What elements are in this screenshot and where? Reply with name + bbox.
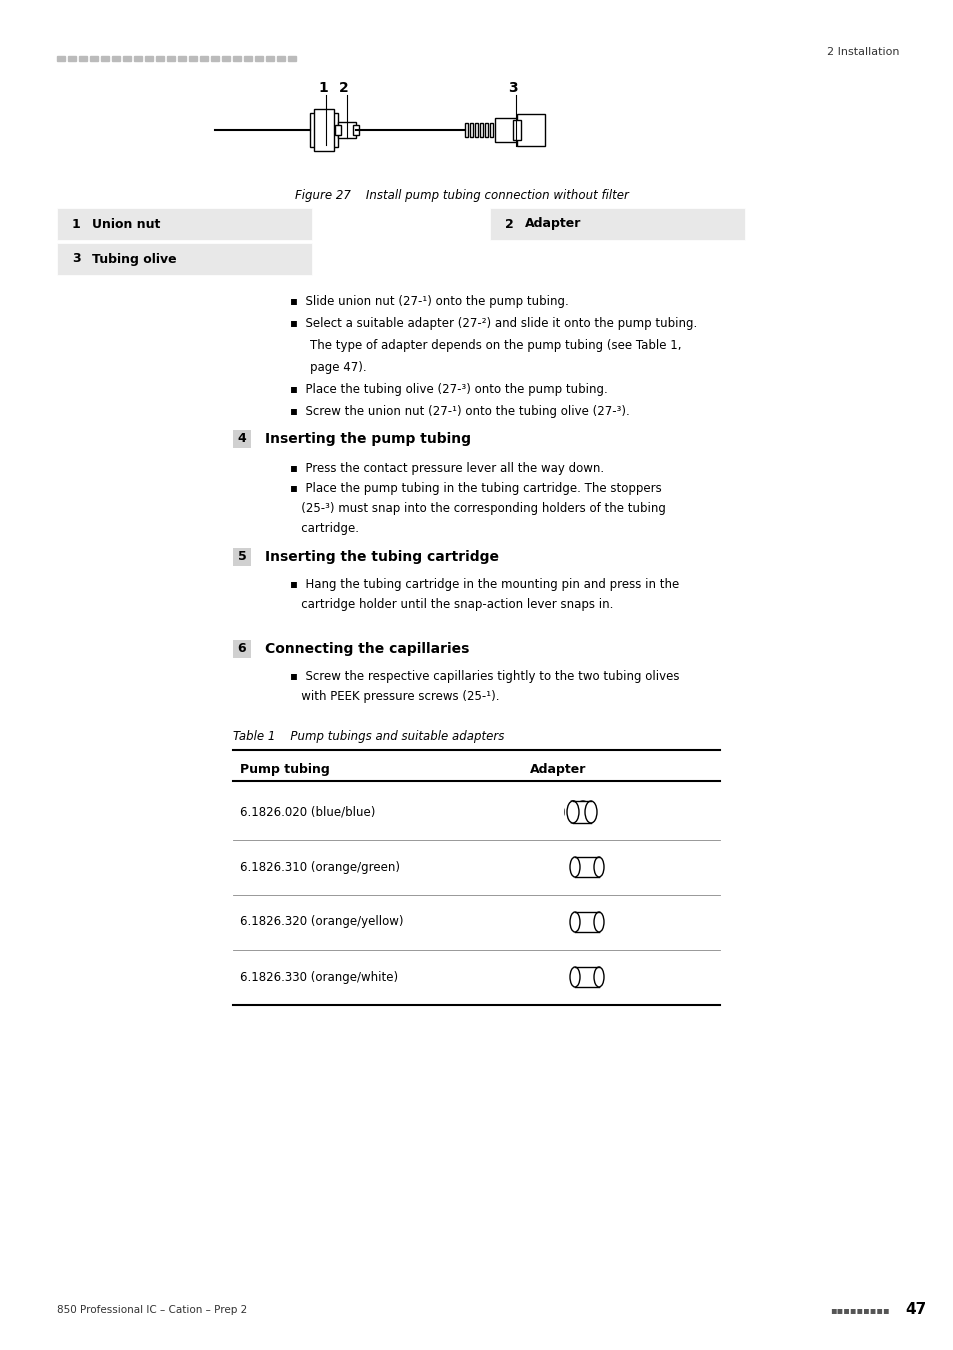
Bar — [314, 109, 334, 151]
Ellipse shape — [594, 857, 603, 878]
Text: 3: 3 — [508, 81, 517, 95]
Text: Inserting the pump tubing: Inserting the pump tubing — [265, 432, 471, 446]
Text: 6.1826.020 (blue/blue): 6.1826.020 (blue/blue) — [240, 806, 375, 818]
Bar — [310, 113, 337, 147]
Ellipse shape — [594, 913, 603, 931]
Text: Inserting the tubing cartridge: Inserting the tubing cartridge — [265, 549, 498, 564]
Bar — [337, 122, 355, 138]
Text: 2 Installation: 2 Installation — [826, 47, 899, 57]
Bar — [233, 55, 241, 61]
Text: ▪  Slide union nut (27-¹) onto the pump tubing.: ▪ Slide union nut (27-¹) onto the pump t… — [290, 296, 568, 308]
Text: Adapter: Adapter — [524, 217, 580, 231]
Bar — [189, 55, 196, 61]
Bar — [513, 120, 520, 140]
Text: 6: 6 — [237, 643, 246, 656]
Bar — [564, 801, 580, 824]
Bar — [101, 55, 109, 61]
Bar — [178, 55, 186, 61]
Text: cartridge holder until the snap-action lever snaps in.: cartridge holder until the snap-action l… — [290, 598, 613, 612]
Text: ▪  Place the pump tubing in the tubing cartridge. The stoppers: ▪ Place the pump tubing in the tubing ca… — [290, 482, 661, 495]
Text: with PEEK pressure screws (25-¹).: with PEEK pressure screws (25-¹). — [290, 690, 499, 703]
Ellipse shape — [569, 913, 579, 931]
Text: ▪▪▪▪▪▪▪▪▪: ▪▪▪▪▪▪▪▪▪ — [829, 1305, 889, 1315]
Bar — [233, 548, 251, 566]
Bar — [156, 55, 164, 61]
Text: 5: 5 — [237, 551, 246, 563]
Bar — [167, 55, 174, 61]
Bar — [233, 640, 251, 657]
Ellipse shape — [584, 801, 597, 824]
Ellipse shape — [569, 967, 579, 987]
Ellipse shape — [575, 801, 590, 824]
Bar — [200, 55, 208, 61]
Bar — [57, 55, 65, 61]
Text: 2: 2 — [338, 81, 349, 95]
Bar — [490, 123, 493, 136]
Bar — [57, 243, 312, 275]
Text: (25-³) must snap into the corresponding holders of the tubing: (25-³) must snap into the corresponding … — [290, 502, 665, 514]
Text: Pump tubing: Pump tubing — [240, 764, 330, 776]
Ellipse shape — [594, 967, 603, 987]
Bar — [90, 55, 98, 61]
Text: 6.1826.330 (orange/white): 6.1826.330 (orange/white) — [240, 971, 397, 984]
Text: Figure 27    Install pump tubing connection without filter: Figure 27 Install pump tubing connection… — [294, 189, 628, 201]
Bar — [233, 431, 251, 448]
Bar — [575, 801, 590, 824]
Text: Tubing olive: Tubing olive — [91, 252, 176, 266]
Bar — [276, 55, 285, 61]
Text: 1: 1 — [317, 81, 328, 95]
Text: The type of adapter depends on the pump tubing (see Table 1,: The type of adapter depends on the pump … — [310, 339, 680, 352]
Bar — [133, 55, 142, 61]
Bar — [123, 55, 131, 61]
Text: cartridge.: cartridge. — [290, 522, 358, 535]
Text: 6.1826.320 (orange/yellow): 6.1826.320 (orange/yellow) — [240, 915, 403, 929]
Bar — [490, 208, 744, 240]
Bar — [475, 123, 477, 136]
Ellipse shape — [564, 801, 580, 824]
Bar — [517, 113, 544, 146]
Bar — [112, 55, 120, 61]
Text: ▪  Place the tubing olive (27-³) onto the pump tubing.: ▪ Place the tubing olive (27-³) onto the… — [290, 383, 607, 396]
Text: ▪  Screw the union nut (27-¹) onto the tubing olive (27-³).: ▪ Screw the union nut (27-¹) onto the tu… — [290, 405, 629, 418]
Bar — [68, 55, 76, 61]
Text: Connecting the capillaries: Connecting the capillaries — [265, 643, 469, 656]
Text: 2: 2 — [504, 217, 514, 231]
Bar — [353, 126, 358, 135]
Bar — [495, 117, 517, 142]
Bar — [470, 123, 473, 136]
Text: page 47).: page 47). — [310, 360, 366, 374]
Ellipse shape — [569, 857, 579, 878]
Text: 3: 3 — [71, 252, 81, 266]
Bar — [211, 55, 219, 61]
Bar — [266, 55, 274, 61]
Text: 1: 1 — [71, 217, 81, 231]
Text: 850 Professional IC – Cation – Prep 2: 850 Professional IC – Cation – Prep 2 — [57, 1305, 247, 1315]
Text: ▪  Screw the respective capillaries tightly to the two tubing olives: ▪ Screw the respective capillaries tight… — [290, 670, 679, 683]
Bar — [464, 123, 468, 136]
Bar — [145, 55, 152, 61]
Text: Adapter: Adapter — [530, 764, 586, 776]
Text: 6.1826.310 (orange/green): 6.1826.310 (orange/green) — [240, 860, 399, 873]
Bar — [479, 123, 482, 136]
Bar — [79, 55, 87, 61]
Text: 47: 47 — [904, 1303, 925, 1318]
Bar — [484, 123, 488, 136]
Bar — [244, 55, 252, 61]
Bar — [335, 126, 340, 135]
Text: ▪  Press the contact pressure lever all the way down.: ▪ Press the contact pressure lever all t… — [290, 462, 603, 475]
Bar — [288, 55, 295, 61]
Text: 4: 4 — [237, 432, 246, 446]
Bar — [222, 55, 230, 61]
Text: ▪  Hang the tubing cartridge in the mounting pin and press in the: ▪ Hang the tubing cartridge in the mount… — [290, 578, 679, 591]
Bar — [254, 55, 263, 61]
Text: Union nut: Union nut — [91, 217, 160, 231]
Text: ▪  Select a suitable adapter (27-²) and slide it onto the pump tubing.: ▪ Select a suitable adapter (27-²) and s… — [290, 317, 697, 329]
Ellipse shape — [566, 801, 578, 824]
Bar — [57, 208, 312, 240]
Text: Table 1    Pump tubings and suitable adapters: Table 1 Pump tubings and suitable adapte… — [233, 730, 504, 742]
